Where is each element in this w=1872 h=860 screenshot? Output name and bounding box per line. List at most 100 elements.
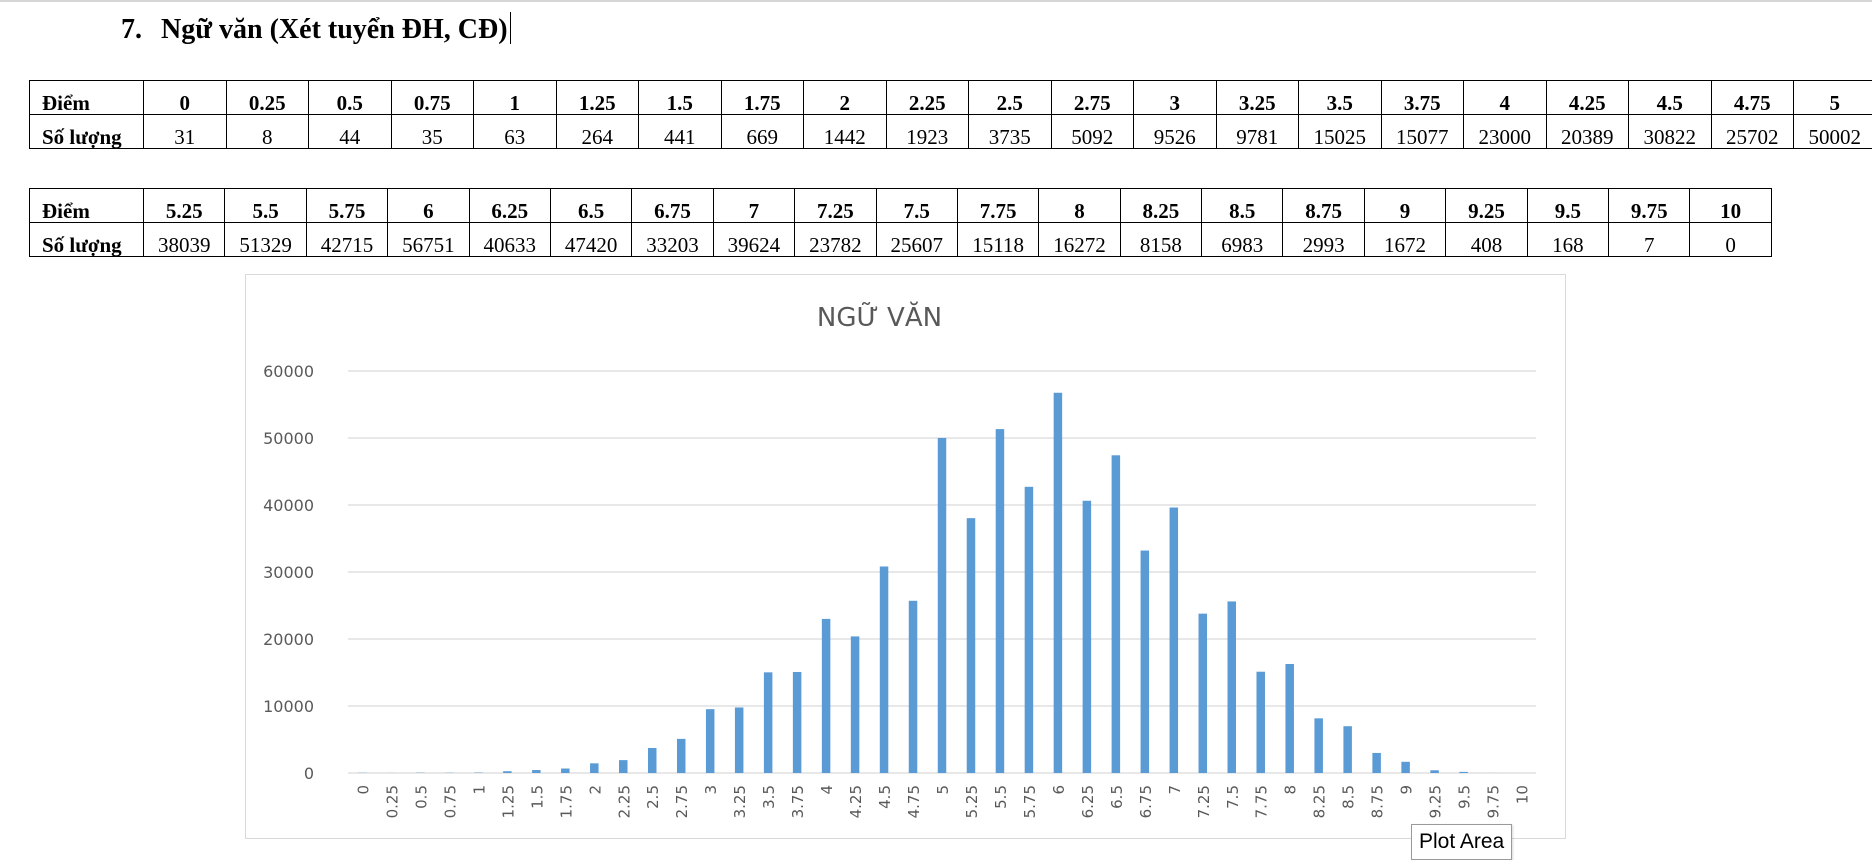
x-tick-label: 3.5 xyxy=(760,785,778,809)
count-cell: 8158 xyxy=(1120,223,1201,257)
score-cell: 7.25 xyxy=(795,189,876,223)
x-tick-label: 5.75 xyxy=(1021,785,1039,818)
count-cell: 35 xyxy=(391,115,474,149)
x-tick-label: 0 xyxy=(354,785,372,795)
count-cell: 15118 xyxy=(957,223,1038,257)
x-tick-label: 3.25 xyxy=(731,785,749,818)
x-tick-label: 7.25 xyxy=(1195,785,1213,818)
bar xyxy=(561,769,570,773)
score-cell: 2.5 xyxy=(969,81,1052,115)
bar xyxy=(1256,672,1265,773)
count-cell: 33203 xyxy=(632,223,713,257)
chart-title: NGỮ VĂN xyxy=(817,300,942,333)
count-cell: 1442 xyxy=(804,115,887,149)
x-tick-label: 4 xyxy=(818,785,836,795)
x-tick-label: 1 xyxy=(470,785,488,795)
bar xyxy=(880,566,889,773)
x-tick-label: 5 xyxy=(934,785,952,795)
count-cell: 2993 xyxy=(1283,223,1364,257)
x-tick-label: 5.5 xyxy=(992,785,1010,809)
score-cell: 8.25 xyxy=(1120,189,1201,223)
bar xyxy=(1228,601,1237,773)
score-cell: 7.75 xyxy=(957,189,1038,223)
score-cell: 8.75 xyxy=(1283,189,1364,223)
count-cell: 39624 xyxy=(713,223,794,257)
count-cell: 408 xyxy=(1446,223,1527,257)
count-cell: 669 xyxy=(721,115,804,149)
bar xyxy=(793,672,802,773)
score-cell: 3.75 xyxy=(1381,81,1464,115)
bar xyxy=(764,672,773,773)
count-cell: 441 xyxy=(639,115,722,149)
count-cell: 40633 xyxy=(469,223,550,257)
score-cell: 6 xyxy=(388,189,469,223)
count-cell: 3735 xyxy=(969,115,1052,149)
y-tick-label: 60000 xyxy=(263,362,314,381)
score-row-label: Điểm xyxy=(30,189,144,223)
x-tick-label: 6 xyxy=(1050,785,1068,795)
count-cell: 31 xyxy=(144,115,227,149)
count-cell: 50002 xyxy=(1794,115,1872,149)
bar xyxy=(677,739,686,773)
count-cell: 16272 xyxy=(1039,223,1120,257)
count-cell: 1672 xyxy=(1364,223,1445,257)
count-cell: 7 xyxy=(1609,223,1690,257)
y-tick-label: 0 xyxy=(304,764,314,783)
count-cell: 38039 xyxy=(144,223,225,257)
score-cell: 0 xyxy=(144,81,227,115)
bar xyxy=(619,760,628,773)
bar xyxy=(1141,551,1150,773)
score-cell: 8 xyxy=(1039,189,1120,223)
count-cell: 23782 xyxy=(795,223,876,257)
count-cell: 264 xyxy=(556,115,639,149)
count-cell: 8 xyxy=(226,115,309,149)
x-tick-label: 2.25 xyxy=(615,785,633,818)
bar xyxy=(735,707,744,773)
score-cell: 4.5 xyxy=(1629,81,1712,115)
score-cell: 9.75 xyxy=(1609,189,1690,223)
x-tick-label: 8 xyxy=(1282,785,1300,795)
count-cell: 23000 xyxy=(1464,115,1547,149)
score-cell: 10 xyxy=(1690,189,1771,223)
x-tick-label: 9.75 xyxy=(1485,785,1503,818)
count-cell: 168 xyxy=(1527,223,1608,257)
x-tick-label: 7.75 xyxy=(1253,785,1271,818)
count-cell: 5092 xyxy=(1051,115,1134,149)
count-cell: 25607 xyxy=(876,223,957,257)
x-tick-label: 6.25 xyxy=(1079,785,1097,818)
x-tick-label: 9.5 xyxy=(1456,785,1474,809)
score-cell: 0.75 xyxy=(391,81,474,115)
x-tick-label: 2 xyxy=(586,785,604,795)
score-cell: 5.25 xyxy=(144,189,225,223)
bar xyxy=(938,438,947,773)
score-cell: 5 xyxy=(1794,81,1872,115)
bar xyxy=(1401,762,1410,773)
score-cell: 6.25 xyxy=(469,189,550,223)
bar xyxy=(1083,501,1092,773)
count-cell: 0 xyxy=(1690,223,1771,257)
count-cell: 56751 xyxy=(388,223,469,257)
count-cell: 51329 xyxy=(225,223,306,257)
x-tick-label: 7.5 xyxy=(1224,785,1242,809)
bar xyxy=(503,771,512,773)
bar xyxy=(1459,772,1468,773)
x-tick-label: 10 xyxy=(1514,785,1532,804)
bar xyxy=(851,636,860,773)
score-cell: 9 xyxy=(1364,189,1445,223)
count-cell: 15077 xyxy=(1381,115,1464,149)
score-cell: 6.75 xyxy=(632,189,713,223)
section-heading[interactable]: 7.Ngữ văn (Xét tuyển ĐH, CĐ) xyxy=(121,12,511,46)
x-tick-label: 2.75 xyxy=(673,785,691,818)
score-cell: 9.5 xyxy=(1527,189,1608,223)
count-cell: 20389 xyxy=(1546,115,1629,149)
bar xyxy=(532,770,541,773)
bar xyxy=(996,429,1005,773)
x-tick-label: 7 xyxy=(1166,785,1184,795)
bar xyxy=(967,518,976,773)
